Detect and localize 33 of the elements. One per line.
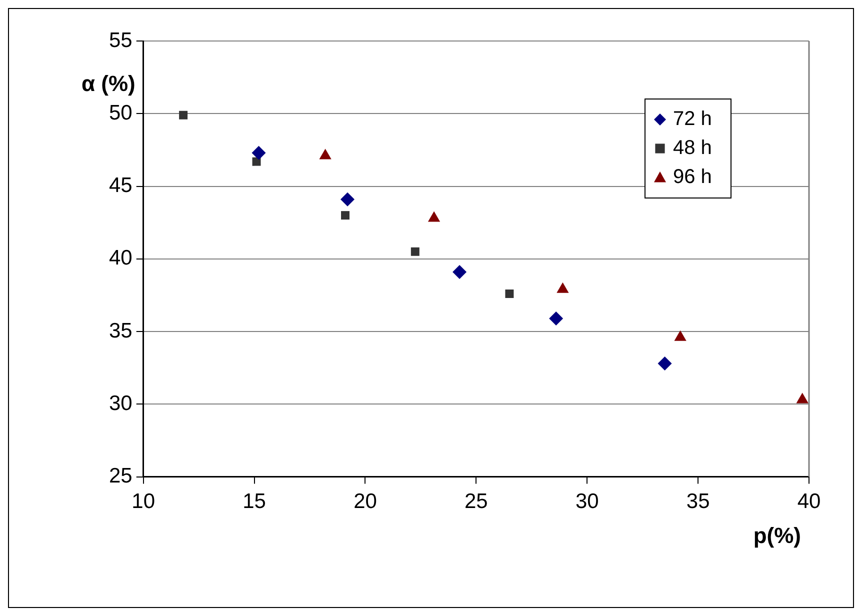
x-tick-label: 40 xyxy=(797,490,821,514)
point xyxy=(674,330,686,341)
point xyxy=(658,356,672,370)
y-tick-label: 40 xyxy=(109,246,132,270)
point xyxy=(410,247,420,256)
x-tick-label: 30 xyxy=(575,490,599,514)
y-tick-label: 30 xyxy=(109,392,132,415)
legend-label: 96 h xyxy=(673,166,712,188)
point xyxy=(452,264,467,279)
y-tick-label: 45 xyxy=(109,174,132,198)
point xyxy=(549,311,564,326)
x-axis-title: p(%) xyxy=(753,522,801,548)
y-tick-label: 55 xyxy=(109,28,132,52)
point xyxy=(556,282,569,293)
point xyxy=(796,392,808,404)
x-tick-label: 15 xyxy=(242,490,266,514)
point xyxy=(505,290,514,298)
y-tick-label: 50 xyxy=(109,101,132,124)
point xyxy=(252,146,266,160)
x-tick-label: 20 xyxy=(354,490,377,514)
y-tick-label: 35 xyxy=(109,319,132,342)
point xyxy=(179,110,188,120)
x-tick-label: 10 xyxy=(132,490,156,514)
point xyxy=(341,211,350,220)
point xyxy=(428,211,440,222)
x-tick-label: 35 xyxy=(686,490,710,514)
y-axis-title: α (%) xyxy=(82,71,136,96)
legend-label: 48 h xyxy=(673,137,712,160)
legend-label: 72 h xyxy=(673,108,712,130)
point xyxy=(340,192,354,206)
y-tick-label: 25 xyxy=(109,464,132,488)
point xyxy=(252,157,261,166)
x-tick-label: 25 xyxy=(464,490,488,514)
